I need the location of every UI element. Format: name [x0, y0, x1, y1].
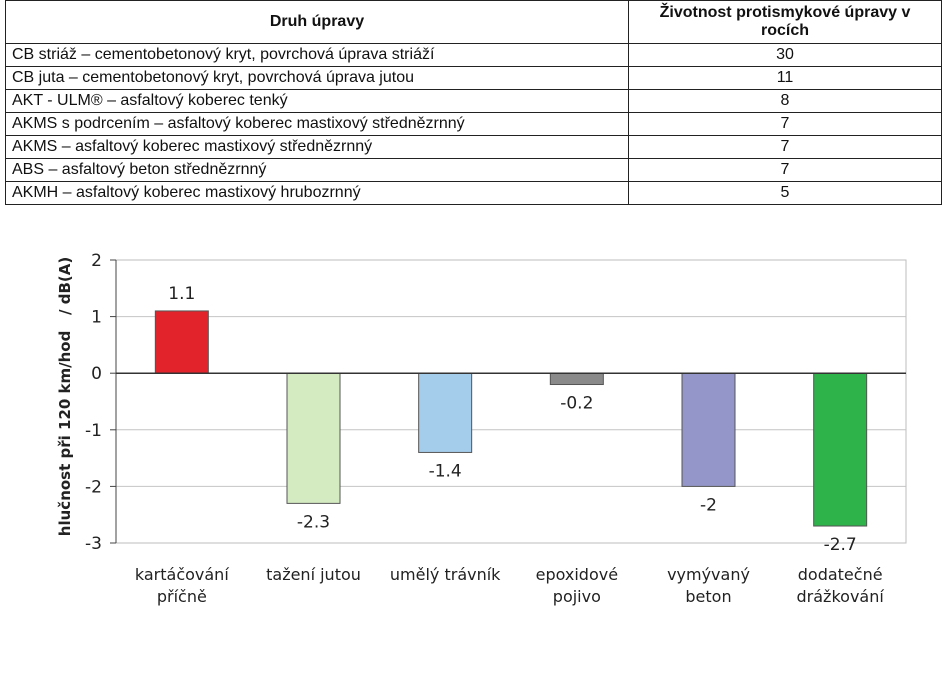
value-label: -2.3	[297, 512, 330, 532]
y-tick-label: 0	[91, 364, 102, 384]
table-row: AKMS s podrcením – asfaltový koberec mas…	[5, 112, 942, 136]
y-tick-label: -3	[85, 534, 102, 554]
y-tick-label: -1	[85, 421, 102, 441]
y-tick-label: -2	[85, 477, 102, 497]
category-label: beton	[685, 587, 731, 606]
row-years: 7	[628, 112, 942, 136]
y-tick-label: 1	[91, 308, 102, 328]
table-row: CB juta – cementobetonový kryt, povrchov…	[5, 66, 942, 90]
bar-1	[286, 372, 341, 504]
category-label: pojivo	[553, 587, 601, 606]
table-row: ABS – asfaltový beton střednězrnný 7	[5, 158, 942, 182]
row-type: CB juta – cementobetonový kryt, povrchov…	[5, 66, 629, 90]
row-years: 8	[628, 89, 942, 113]
row-years: 30	[628, 43, 942, 67]
y-tick-label: 2	[91, 251, 102, 271]
row-years: 7	[628, 135, 942, 159]
plot-frame	[115, 259, 907, 544]
row-years: 11	[628, 66, 942, 90]
category-label: drážkování	[797, 587, 885, 606]
bar-0	[154, 310, 209, 374]
table-row: AKT - ULM® – asfaltový koberec tenký 8	[5, 89, 942, 113]
bar-5	[813, 372, 868, 527]
value-label: -1.4	[429, 461, 462, 481]
row-years: 7	[628, 158, 942, 182]
bar-3	[549, 372, 604, 386]
table-header-row: Druh úpravy Životnost protismykové úprav…	[5, 0, 942, 44]
bar-2	[418, 372, 473, 453]
row-years: 5	[628, 181, 942, 205]
noise-bar-chart: 2 1 0 -1 -2 -3 hlučnost při 120 km/hod / dB(A)…	[56, 251, 907, 606]
table-row: AKMH – asfaltový koberec mastixový hrubo…	[5, 181, 942, 205]
category-label: tažení jutou	[266, 565, 361, 584]
bar-4	[681, 372, 736, 487]
value-label: -2.7	[824, 535, 857, 555]
table-row: CB striáž – cementobetonový kryt, povrch…	[5, 43, 942, 67]
row-type: AKT - ULM® – asfaltový koberec tenký	[5, 89, 629, 113]
category-label: vymývaný	[667, 565, 750, 584]
category-label: příčně	[157, 587, 207, 606]
row-type: AKMH – asfaltový koberec mastixový hrubo…	[5, 181, 629, 205]
category-label: kartáčování	[135, 565, 229, 584]
header-lifetime: Životnost protismykové úpravy v rocích	[628, 0, 942, 44]
category-label: epoxidové	[536, 565, 618, 584]
row-type: ABS – asfaltový beton střednězrnný	[5, 158, 629, 182]
category-label: dodatečné	[798, 565, 883, 584]
lifetime-table: Druh úpravy Životnost protismykové úprav…	[5, 0, 942, 205]
value-label: 1.1	[168, 284, 195, 304]
category-label: umělý trávník	[390, 565, 501, 584]
value-label: -2	[700, 495, 717, 515]
value-label: -0.2	[560, 394, 593, 414]
y-axis-label: hlučnost při 120 km/hod / dB(A)	[56, 257, 74, 536]
table-row: AKMS – asfaltový koberec mastixový střed…	[5, 135, 942, 159]
header-type: Druh úpravy	[5, 0, 629, 44]
row-type: AKMS – asfaltový koberec mastixový střed…	[5, 135, 629, 159]
row-type: AKMS s podrcením – asfaltový koberec mas…	[5, 112, 629, 136]
row-type: CB striáž – cementobetonový kryt, povrch…	[5, 43, 629, 67]
